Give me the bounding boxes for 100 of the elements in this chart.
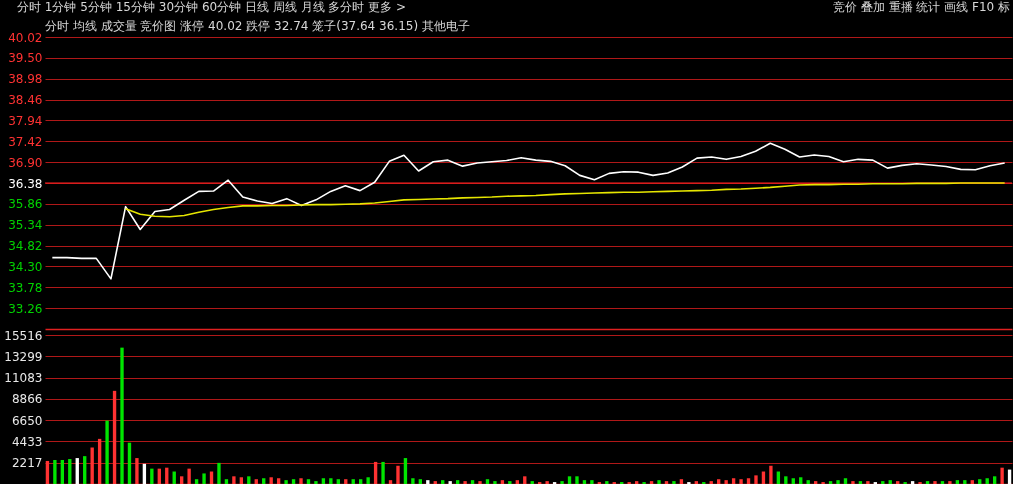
bar [90,447,94,484]
y-tick-label: 6650 [11,413,43,428]
bar [649,481,654,484]
bar [717,479,721,484]
chart-title: 分时 均线 成交量 竞价图 涨停 40.02 跌停 32.74 笼子(37.64 36.15) 其他电子 [45,19,470,33]
bar [478,481,482,484]
bar [985,478,989,484]
y-tick-label: 37.42 [8,134,43,149]
y-tick-label: 35.34 [8,218,43,233]
bar [262,478,266,484]
bar [709,481,713,484]
bar [896,481,900,484]
y-tick-label: 38.46 [8,93,43,108]
bar [545,481,549,484]
y-tick-label: 35.86 [8,197,43,212]
y-tick-label: 36.38 [8,176,43,191]
bar [403,458,408,484]
bar [933,481,937,484]
bar [567,476,572,484]
y-tick-label: 36.90 [8,155,43,170]
bar [664,481,669,484]
y-tick-label: 11083 [4,371,43,386]
bar [83,456,87,484]
bar [582,480,587,484]
bar [120,347,124,484]
bar [321,478,326,484]
bar [813,481,818,484]
bar [314,481,318,484]
bar [970,480,974,484]
bar [530,481,534,484]
bar [359,479,363,484]
text: 竞价 叠加 重播 统计 画线 F10 标 [832,0,1010,14]
bar [508,481,512,484]
y-tick-label: 33.78 [8,280,43,295]
bar [634,481,639,484]
y-tick-label: 34.30 [8,259,43,274]
y-tick-label: 40.02 [8,30,43,45]
bar [291,479,296,484]
bar [381,461,385,484]
bar [672,481,676,484]
bar [150,468,154,484]
y-tick-label: 33.26 [8,301,43,316]
bar [194,479,199,484]
bar [455,480,460,484]
bar [605,481,609,484]
bar [105,420,109,484]
bar [739,479,743,484]
bar [590,480,594,484]
y-tick-label: 34.82 [8,239,43,254]
y-tick-label: 2217 [11,456,43,471]
bar [881,481,885,484]
text: 分时 1分钟 5分钟 15分钟 30分钟 60分钟 日线 周线 月线 多分时 更多 > [17,0,407,14]
bar [306,479,311,484]
bar [784,476,788,484]
bar [799,477,803,484]
bar [1000,467,1004,484]
bar [411,478,415,484]
line-series [51,142,1006,280]
bar [858,481,863,484]
bar [694,481,698,484]
bar [418,479,423,484]
bar [963,480,967,484]
bar [433,481,437,484]
bar [515,480,519,484]
bar [575,476,579,484]
bar [843,478,848,484]
bar [344,479,348,484]
bar [45,460,50,484]
bar [135,458,139,484]
bar [470,480,475,484]
bar [187,468,191,484]
bar [202,473,206,484]
bar [836,480,840,484]
bar [493,481,497,484]
bar [463,481,467,484]
bar [284,480,288,484]
y-tick-label: 13299 [4,349,43,364]
bar [239,477,244,484]
bar [396,465,400,484]
bar [336,479,340,484]
bar [523,476,527,484]
y-tick-label: 37.94 [8,113,43,128]
bar [224,479,229,484]
bar [254,479,258,484]
bar [754,475,758,484]
bar [426,480,430,484]
bar [53,459,57,484]
bar [269,477,273,484]
bar [448,481,452,484]
bar [992,476,997,484]
bar [180,476,184,484]
bar [948,481,952,484]
y-tick-label: 8866 [11,392,43,407]
bar [746,478,751,484]
bar [388,480,393,484]
bar [276,478,281,484]
bar [75,458,79,484]
bar [247,476,251,484]
y-tick-label: 38.98 [8,72,43,87]
bar [888,480,892,484]
